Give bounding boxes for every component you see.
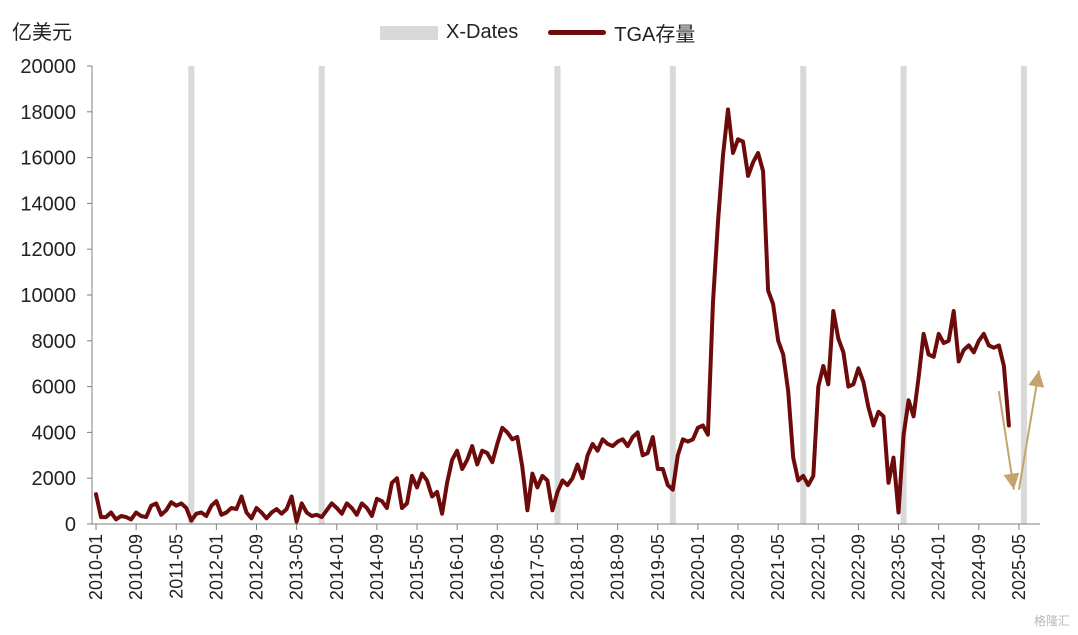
x-tick-label-4: 2012-09 — [247, 534, 267, 600]
y-tick-label-7: 14000 — [20, 193, 76, 215]
x-tick-label-0: 2010-01 — [86, 534, 106, 600]
x-tick-label-18: 2022-01 — [808, 534, 828, 600]
x-tick-label-15: 2020-01 — [688, 534, 708, 600]
x-tick-label-19: 2022-09 — [848, 534, 868, 600]
annotation-layer — [997, 370, 1045, 490]
xdate-bar-4 — [800, 66, 807, 524]
legend-swatch-xdates — [380, 25, 438, 40]
legend-item-tga: TGA存量 — [548, 18, 695, 47]
x-tick-label-10: 2016-09 — [487, 534, 507, 600]
axes: 0 2000 4000 6000 8000 10000 12000 14000 16000 180… — [20, 56, 1040, 600]
x-tick-label-1: 2010-09 — [126, 534, 146, 600]
series-line-tga — [94, 107, 1011, 524]
xdate-bar-6 — [1020, 66, 1027, 524]
y-tick-label-5: 10000 — [20, 285, 76, 307]
x-tick-label-16: 2020-09 — [728, 534, 748, 600]
watermark: 格隆汇 — [1033, 614, 1070, 628]
x-tick-label-2: 2011-05 — [166, 534, 186, 599]
x-tick-label-17: 2021-05 — [768, 534, 788, 600]
x-tick-label-13: 2018-09 — [608, 534, 628, 600]
x-tick-label-21: 2024-01 — [929, 534, 949, 600]
xdate-bars — [188, 66, 1027, 524]
x-tick-label-6: 2014-01 — [327, 534, 347, 600]
xdate-bar-5 — [900, 66, 907, 524]
legend-label-tga: TGA存量 — [614, 24, 696, 46]
annotation-arrow-head-1 — [1028, 370, 1045, 388]
y-unit-label: 亿美元 — [12, 22, 72, 44]
y-tick-label-3: 6000 — [32, 377, 77, 399]
y-tick-label-0: 0 — [65, 514, 76, 536]
x-tick-label-11: 2017-05 — [527, 534, 547, 600]
x-tick-label-14: 2019-05 — [648, 534, 668, 600]
annotation-arrow-head-0 — [1003, 472, 1020, 490]
xdate-bar-0 — [188, 66, 195, 524]
y-tick-label-4: 8000 — [32, 331, 77, 353]
x-tick-label-20: 2023-05 — [889, 534, 909, 600]
y-tick-label-9: 18000 — [20, 102, 76, 124]
x-tick-label-3: 2012-01 — [206, 534, 226, 600]
xdate-bar-1 — [318, 66, 325, 524]
y-tick-label-6: 12000 — [20, 239, 76, 261]
legend-item-xdates: X-Dates — [380, 21, 518, 44]
xdate-bar-3 — [669, 66, 676, 524]
y-tick-label-10: 20000 — [20, 56, 76, 78]
xdate-bar-2 — [554, 66, 561, 524]
x-tick-label-8: 2015-05 — [407, 534, 427, 600]
x-tick-label-23: 2025-05 — [1009, 534, 1029, 600]
x-tick-label-12: 2018-01 — [568, 534, 588, 600]
legend: X-Dates TGA存量 — [380, 18, 717, 47]
x-tick-label-22: 2024-09 — [969, 534, 989, 600]
annotation-arrow-line-0 — [997, 391, 1015, 490]
x-tick-label-9: 2016-01 — [447, 534, 467, 600]
legend-swatch-tga — [548, 30, 607, 35]
legend-label-xdates: X-Dates — [446, 21, 519, 43]
y-tick-label-2: 4000 — [32, 422, 77, 444]
y-tick-label-8: 16000 — [20, 148, 76, 170]
y-tick-label-1: 2000 — [32, 468, 77, 490]
x-tick-label-7: 2014-09 — [367, 534, 387, 600]
annotation-arrow-line-1 — [1017, 370, 1040, 490]
series-layer — [94, 107, 1011, 524]
x-tick-label-5: 2013-05 — [287, 534, 307, 600]
